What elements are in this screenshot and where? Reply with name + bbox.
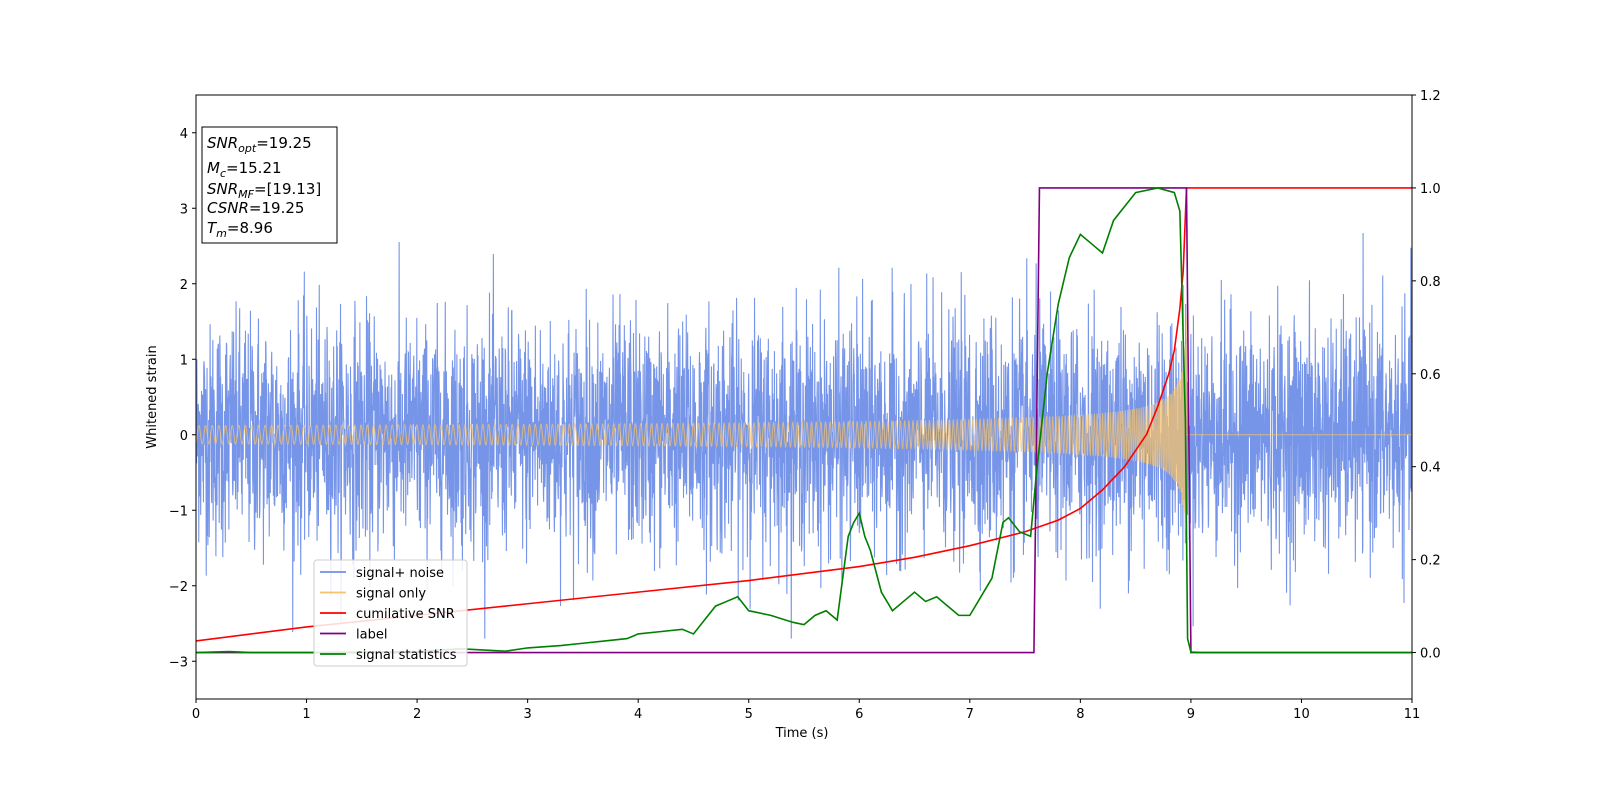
y2-tick-label: 0.4 <box>1420 461 1441 476</box>
legend-entry: label <box>356 628 387 643</box>
legend-entry: signal+ noise <box>356 566 444 581</box>
y-tick-label: 1 <box>180 353 188 368</box>
y2-tick-label: 1.0 <box>1420 182 1441 197</box>
legend-entry: signal only <box>356 587 426 602</box>
y-axis-label: Whitened strain <box>145 345 160 448</box>
annotation-frame <box>201 126 338 244</box>
y2-tick-label: 0.8 <box>1420 275 1441 290</box>
y-tick-label: 0 <box>180 429 188 444</box>
series-cumulative-snr <box>196 187 1412 642</box>
x-tick-label: 4 <box>634 707 642 722</box>
legend-frame <box>313 559 468 667</box>
axes-layer: 0 1 2 3 4 5 6 7 8 9 10 11 −3 −2 −1 0 1 2 3 4 0.0 0.2 0.4 0.6 0.8… <box>169 89 1441 722</box>
series-signal-only <box>196 314 1412 540</box>
x-tick-label: 5 <box>745 707 753 722</box>
y-tick-label: −1 <box>169 504 188 519</box>
snr-annotation-box: SNRopt=19.25 Mc=15.21SNRMF=[19.13]CSNR=19… <box>201 126 338 244</box>
x-tick-label: 11 <box>1404 707 1421 722</box>
series-layer <box>196 187 1412 654</box>
legend-entry: signal statistics <box>356 648 457 663</box>
x-tick-label: 0 <box>192 707 200 722</box>
y2-tick-label: 0.2 <box>1420 554 1441 569</box>
x-tick-label: 10 <box>1293 707 1310 722</box>
x-axis-label: Time (s) <box>775 726 829 741</box>
x-tick-label: 2 <box>413 707 421 722</box>
legend-entry: cumilative SNR <box>356 607 455 622</box>
x-tick-label: 1 <box>302 707 310 722</box>
y-tick-label: −3 <box>169 655 188 670</box>
annotation-line: CSNR=19.25 <box>207 199 304 217</box>
annotation-line: Mc=15.21 <box>207 159 282 180</box>
x-tick-label: 7 <box>966 707 974 722</box>
x-tick-label: 6 <box>855 707 863 722</box>
annotation-line: Tm=8.96 <box>207 219 273 240</box>
y-tick-label: −2 <box>169 580 188 595</box>
plot-frame <box>195 94 1413 700</box>
x-tick-label: 3 <box>523 707 531 722</box>
y-tick-label: 2 <box>180 278 188 293</box>
x-tick-label: 9 <box>1187 707 1195 722</box>
y2-tick-label: 0.6 <box>1420 368 1441 383</box>
y-tick-label: 4 <box>180 127 188 142</box>
annotation-line: SNRMF=[19.13] <box>207 180 321 201</box>
series-signal-statistics <box>196 187 1412 654</box>
y2-tick-label: 0.0 <box>1420 647 1441 662</box>
y-tick-label: 3 <box>180 202 188 217</box>
annotation-line: SNRopt=19.25 <box>207 134 312 155</box>
y2-tick-label: 1.2 <box>1420 89 1441 104</box>
legend: signal+ noise signal only cumilative SNR la… <box>313 559 468 667</box>
x-tick-label: 8 <box>1076 707 1084 722</box>
